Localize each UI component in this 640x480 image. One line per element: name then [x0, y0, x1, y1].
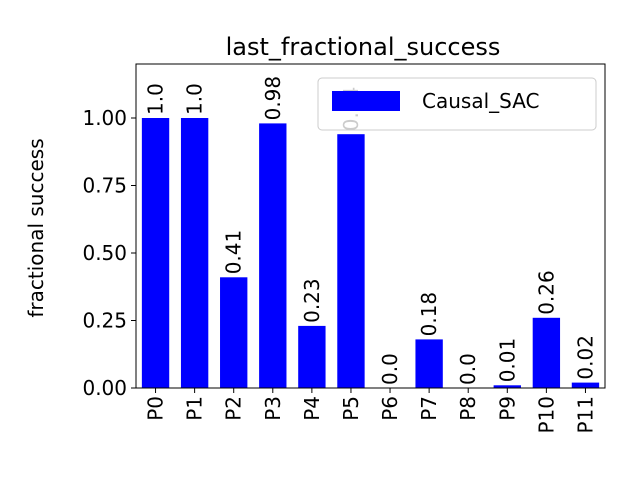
y-tick-label-3: 0.75 — [82, 174, 127, 198]
y-tick-label-4: 1.00 — [82, 106, 127, 130]
x-tick-label-p5: P5 — [339, 396, 363, 421]
chart-title: last_fractional_success — [226, 33, 501, 61]
bar-p5 — [337, 134, 365, 388]
x-tick-label-p9: P9 — [495, 396, 519, 421]
bar-p4 — [298, 325, 326, 388]
bars-group — [141, 118, 600, 389]
x-axis: P0 P1 P2 P3 P4 P5 P6 P7 P8 P9 P10 P11 — [144, 388, 597, 434]
x-tick-label-p10: P10 — [534, 396, 558, 434]
y-axis-label: fractional success — [24, 138, 48, 317]
x-tick-label-p3: P3 — [261, 396, 285, 421]
x-tick-label-p11: P11 — [573, 396, 597, 434]
y-tick-label-1: 0.25 — [82, 309, 127, 333]
data-label-p2: 0.41 — [222, 230, 246, 275]
bar-p9 — [493, 385, 521, 388]
data-label-p10: 0.26 — [534, 270, 558, 315]
bar-p10 — [532, 317, 561, 388]
y-tick-label-2: 0.50 — [82, 241, 127, 265]
data-label-p7: 0.18 — [417, 292, 441, 337]
y-axis: 0.00 0.25 0.50 0.75 1.00 — [82, 106, 136, 400]
x-tick-label-p2: P2 — [222, 396, 246, 421]
data-label-p0: 1.0 — [144, 83, 168, 115]
x-tick-label-p8: P8 — [456, 396, 480, 421]
bar-p0 — [141, 118, 170, 388]
x-tick-label-p4: P4 — [300, 396, 324, 421]
bar-p11 — [571, 382, 600, 388]
bar-p7 — [415, 339, 443, 388]
legend-label: Causal_SAC — [422, 89, 540, 113]
legend: Causal_SAC — [317, 77, 597, 131]
x-tick-label-p7: P7 — [417, 396, 441, 421]
data-label-p4: 0.23 — [300, 278, 324, 323]
y-tick-label-0: 0.00 — [82, 376, 127, 400]
data-label-p6: 0.0 — [378, 353, 402, 385]
bar-p2 — [220, 277, 248, 388]
data-label-p1: 1.0 — [183, 83, 207, 115]
plot-frame — [135, 63, 606, 389]
bar-p3 — [259, 123, 287, 389]
bar-p1 — [180, 118, 209, 388]
x-tick-label-p1: P1 — [183, 396, 207, 421]
x-tick-label-p6: P6 — [378, 396, 402, 421]
data-label-p8: 0.0 — [456, 353, 480, 385]
data-label-p3: 0.98 — [261, 76, 285, 121]
data-label-p9: 0.01 — [495, 338, 519, 383]
legend-swatch — [332, 91, 400, 111]
x-tick-label-p0: P0 — [144, 396, 168, 421]
data-label-p11: 0.02 — [573, 335, 597, 380]
